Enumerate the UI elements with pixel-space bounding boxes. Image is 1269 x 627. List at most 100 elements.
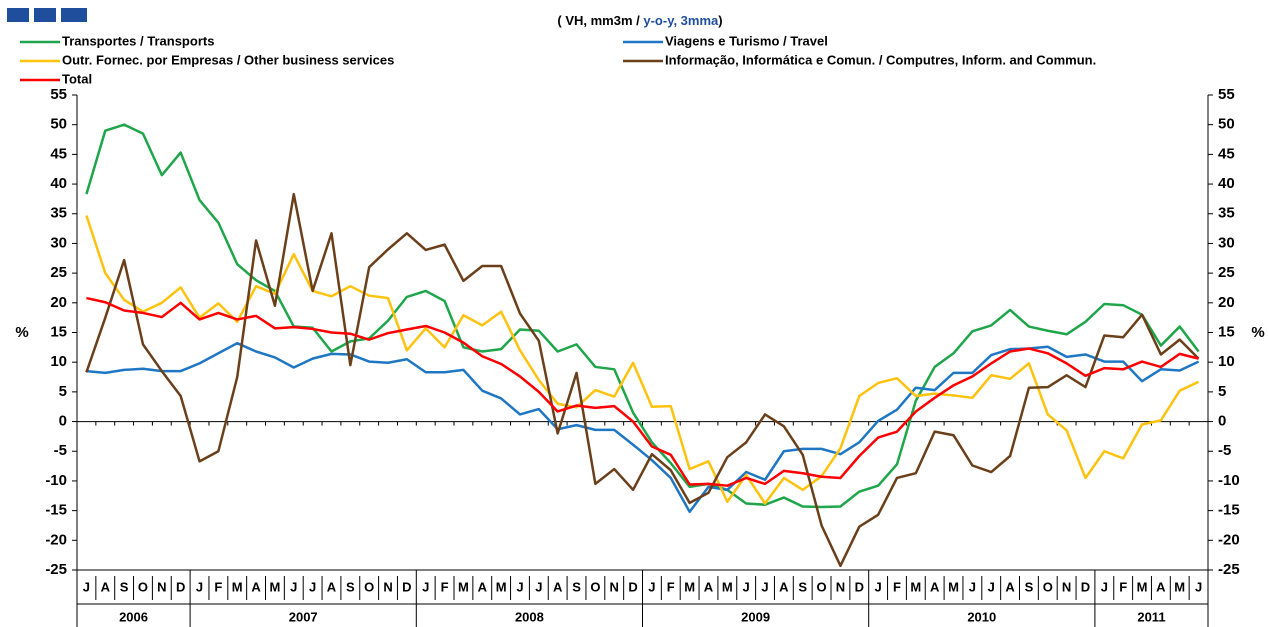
x-tick-label: M [1137, 579, 1148, 594]
x-tick-label: N [836, 579, 845, 594]
y-tick-label: 15 [50, 323, 67, 340]
series-line [85, 123, 1200, 509]
x-tick-label: A [101, 579, 111, 594]
x-tick-label: M [722, 579, 733, 594]
y-tick-label: -25 [45, 561, 67, 578]
y-tick-label: 20 [50, 294, 67, 311]
x-tick-label: J [1195, 579, 1202, 594]
y2-tick-label: 50 [1218, 116, 1235, 133]
x-tick-label: J [290, 579, 297, 594]
x-tick-label: O [138, 579, 148, 594]
y2-tick-label: -10 [1218, 472, 1240, 489]
x-tick-label: J [743, 579, 750, 594]
logo-block [7, 8, 29, 22]
x-tick-label: O [364, 579, 374, 594]
x-tick-label: N [610, 579, 619, 594]
x-tick-label: A [478, 579, 488, 594]
x-tick-label: F [667, 579, 675, 594]
x-tick-label: M [948, 579, 959, 594]
x-tick-label: A [251, 579, 261, 594]
x-tick-label: J [309, 579, 316, 594]
x-tick-label: J [988, 579, 995, 594]
y2-tick-label: 0 [1218, 413, 1226, 430]
legend-label: Transportes / Transports [62, 33, 214, 48]
logo-block [61, 8, 87, 22]
y2-tick-label: -15 [1218, 502, 1240, 519]
x-tick-label: J [761, 579, 768, 594]
x-tick-label: J [535, 579, 542, 594]
y-tick-label: 25 [50, 264, 67, 281]
series-line [86, 296, 1199, 487]
x-tick-label: A [779, 579, 789, 594]
year-label: 2009 [741, 609, 770, 624]
x-tick-label: O [1043, 579, 1053, 594]
x-tick-label: D [1081, 579, 1090, 594]
y2-tick-label: -25 [1218, 561, 1240, 578]
y2-tick-label: 10 [1218, 353, 1235, 370]
x-tick-label: M [1174, 579, 1185, 594]
x-tick-label: F [1119, 579, 1127, 594]
x-tick-label: A [930, 579, 940, 594]
y-axis-label: % [15, 324, 28, 341]
logo-block [34, 8, 56, 22]
x-tick-label: M [496, 579, 507, 594]
subtitle: ( VH, mm3m / y-o-y, 3mma) [557, 13, 722, 28]
year-label: 2011 [1137, 609, 1165, 624]
y2-tick-label: 45 [1218, 145, 1235, 162]
x-tick-label: F [214, 579, 222, 594]
x-tick-label: O [817, 579, 827, 594]
x-tick-label: S [1025, 579, 1034, 594]
x-tick-label: M [910, 579, 921, 594]
x-tick-label: D [402, 579, 411, 594]
year-label: 2006 [119, 609, 148, 624]
y2-tick-label: -5 [1218, 442, 1231, 459]
x-tick-label: M [270, 579, 281, 594]
x-tick-label: S [572, 579, 581, 594]
y2-tick-label: 55 [1218, 86, 1235, 103]
y-tick-label: 50 [50, 116, 67, 133]
x-tick-label: A [704, 579, 714, 594]
y-tick-label: 55 [50, 86, 67, 103]
year-label: 2008 [515, 609, 544, 624]
x-tick-label: J [83, 579, 90, 594]
y-tick-label: -5 [54, 442, 67, 459]
x-tick-label: N [1062, 579, 1071, 594]
y-tick-label: 30 [50, 234, 67, 251]
y-tick-label: 0 [59, 413, 67, 430]
legend-label: Informação, Informática e Comun. / Compu… [665, 52, 1096, 67]
x-tick-label: J [422, 579, 429, 594]
x-tick-label: A [553, 579, 563, 594]
y2-tick-label: 40 [1218, 175, 1235, 192]
y2-tick-label: 20 [1218, 294, 1235, 311]
y-tick-label: 10 [50, 353, 67, 370]
year-label: 2010 [967, 609, 996, 624]
x-tick-label: A [1156, 579, 1166, 594]
y2-axis-label: % [1251, 324, 1264, 341]
x-tick-label: J [1101, 579, 1108, 594]
y2-tick-label: 5 [1218, 383, 1226, 400]
x-tick-label: S [346, 579, 355, 594]
x-tick-label: J [516, 579, 523, 594]
y-tick-label: -15 [45, 502, 67, 519]
y-tick-label: 45 [50, 145, 67, 162]
legend-label: Outr. Fornec. por Empresas / Other busin… [62, 52, 394, 67]
y-tick-label: -20 [45, 531, 67, 548]
y-tick-label: 40 [50, 175, 67, 192]
subtitle-part: ( VH, mm3m / [557, 13, 643, 28]
legend-label: Viagens e Turismo / Travel [665, 33, 828, 48]
x-tick-label: M [458, 579, 469, 594]
y2-tick-label: 25 [1218, 264, 1235, 281]
y-tick-label: -10 [45, 472, 67, 489]
series-line [86, 341, 1200, 514]
x-tick-label: A [1005, 579, 1015, 594]
y-tick-label: 35 [50, 205, 67, 222]
y2-tick-label: 15 [1218, 323, 1235, 340]
x-tick-label: M [232, 579, 243, 594]
x-tick-label: N [157, 579, 166, 594]
x-tick-label: O [590, 579, 600, 594]
x-tick-label: J [648, 579, 655, 594]
x-tick-label: D [628, 579, 637, 594]
x-tick-label: D [855, 579, 864, 594]
series-line [85, 192, 1200, 568]
x-tick-label: D [176, 579, 185, 594]
